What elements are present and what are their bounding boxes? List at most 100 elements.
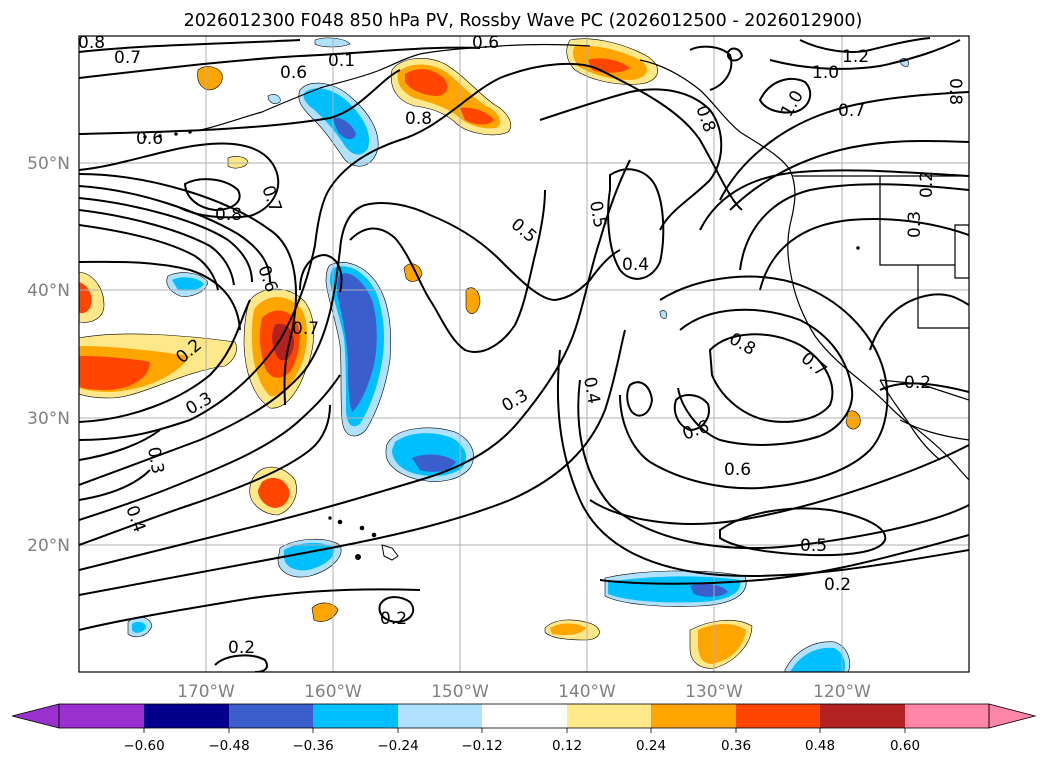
contour-label: 1.0 xyxy=(812,63,839,83)
mexico-coast xyxy=(899,419,969,441)
aleutian-islet xyxy=(188,130,192,134)
colorbar-tick-label: −0.60 xyxy=(123,738,164,754)
shade-pos-172w-56n xyxy=(197,66,223,91)
contour-line xyxy=(79,142,280,219)
colorbar-tick-label: 0.36 xyxy=(721,738,751,754)
oahu-islet xyxy=(359,525,365,531)
shade-neg-163w-55n xyxy=(267,94,281,104)
aleutian-islet xyxy=(174,132,178,136)
colorbar-ticks xyxy=(143,728,906,733)
shade-pos-165w-max xyxy=(272,323,295,361)
lat-label-20n: 20°N xyxy=(27,536,70,556)
colorbar-tick-label: −0.12 xyxy=(461,738,502,754)
gridlines xyxy=(79,36,969,672)
contour-label: 0.7 xyxy=(292,319,319,339)
shade-pos-131w-12n-core xyxy=(698,624,746,664)
contour-line xyxy=(677,308,854,446)
map-title: 2026012300 F048 850 hPa PV, Rossby Wave … xyxy=(184,11,863,31)
revillagigedo-islet xyxy=(856,246,860,250)
contour-line xyxy=(79,260,241,331)
lon-label-150w: 150°W xyxy=(431,682,489,702)
us-west-coast xyxy=(791,279,969,481)
lon-label-140w: 140°W xyxy=(558,682,616,702)
colorbar-bin xyxy=(736,704,821,728)
contour-line xyxy=(869,293,969,351)
shade-pos-158w-15n xyxy=(311,602,339,622)
alaska-gulf-coast xyxy=(419,43,591,55)
contour-line xyxy=(79,197,253,283)
contour-line xyxy=(79,224,219,291)
contour-label: 0.2 xyxy=(904,373,931,393)
aleutian-islet xyxy=(143,135,147,139)
lat-label-50n: 50°N xyxy=(27,154,70,174)
contour-line xyxy=(739,183,969,271)
contour-label: 0.8 xyxy=(945,78,965,105)
contour-line xyxy=(79,404,331,546)
contour-line xyxy=(79,469,151,501)
contour-line xyxy=(79,62,743,441)
maui-islet xyxy=(371,532,377,538)
shade-neg-175w-13n-core xyxy=(132,621,146,633)
us-mexico-border xyxy=(879,379,969,401)
contour-line xyxy=(577,379,969,550)
contour-line xyxy=(729,139,969,211)
contour-line xyxy=(689,45,733,91)
colorbar-extend-low xyxy=(11,703,60,729)
contour-label: 0.6 xyxy=(724,460,751,480)
contour-line xyxy=(599,534,969,585)
contour-label: 0.2 xyxy=(824,575,851,595)
contour-line xyxy=(79,329,626,596)
contour-line xyxy=(727,47,744,62)
lon-label-120w: 120°W xyxy=(813,682,871,702)
shade-pos-west-34n-core xyxy=(79,356,150,390)
contour-line xyxy=(79,159,631,571)
contour-line xyxy=(758,78,812,114)
contour-line xyxy=(539,88,723,231)
aleutian-islet xyxy=(158,134,162,138)
colorbar-bin xyxy=(482,704,567,728)
hawaii-islet xyxy=(355,554,361,560)
state-border-3 xyxy=(954,224,969,279)
pv-shading xyxy=(79,37,909,672)
contour-line xyxy=(759,218,969,291)
colorbar-bin xyxy=(567,704,652,728)
contour-line xyxy=(79,588,421,631)
colorbar-bin xyxy=(59,704,144,728)
latitude-labels: 50°N 40°N 30°N 20°N xyxy=(27,154,70,556)
contour-line xyxy=(699,169,969,231)
contour-line xyxy=(79,185,271,283)
shade-neg-151w-28n-core xyxy=(412,454,456,472)
map-area: 0.8 0.7 0.6 0.1 0.6 1.2 1.0 1.0 0.7 0.8 … xyxy=(79,36,969,672)
alaska-peninsula-coast xyxy=(199,53,421,131)
shade-pos-164w-24n-core xyxy=(258,477,290,508)
colorbar-tick-label: −0.24 xyxy=(377,738,418,754)
shade-neg-134w-17n-core xyxy=(690,584,728,597)
contour-label: 0.3 xyxy=(905,211,925,238)
nw-hawaii-islet xyxy=(328,516,332,520)
contour-label: 0.2 xyxy=(228,638,255,658)
longitude-labels: 170°W 160°W 150°W 140°W 130°W 120°W xyxy=(177,682,871,702)
contour-line xyxy=(79,202,621,486)
contour-line xyxy=(214,654,268,672)
contour-line xyxy=(589,444,969,525)
contour-label: 0.2 xyxy=(917,171,937,198)
colorbar-frame xyxy=(58,703,990,729)
contour-line xyxy=(79,173,297,406)
colorbar-tick-label: 0.48 xyxy=(805,738,835,754)
hawaii-island xyxy=(381,544,399,561)
lon-label-130w: 130°W xyxy=(685,682,743,702)
colorbar-bin xyxy=(398,704,483,728)
contour-line xyxy=(79,39,301,53)
contour-line xyxy=(799,37,931,53)
islands xyxy=(143,130,860,561)
colorbar-tick-label: 0.12 xyxy=(552,738,582,754)
contour-label: 0.6 xyxy=(280,63,307,83)
contour-label: 0.4 xyxy=(579,375,603,405)
contour-label: 1.2 xyxy=(842,47,869,67)
contour-line xyxy=(626,381,654,417)
lon-label-170w: 170°W xyxy=(177,682,235,702)
state-border-2 xyxy=(917,265,969,329)
contour-line xyxy=(719,91,969,201)
colorbar-tick-label: −0.48 xyxy=(208,738,249,754)
